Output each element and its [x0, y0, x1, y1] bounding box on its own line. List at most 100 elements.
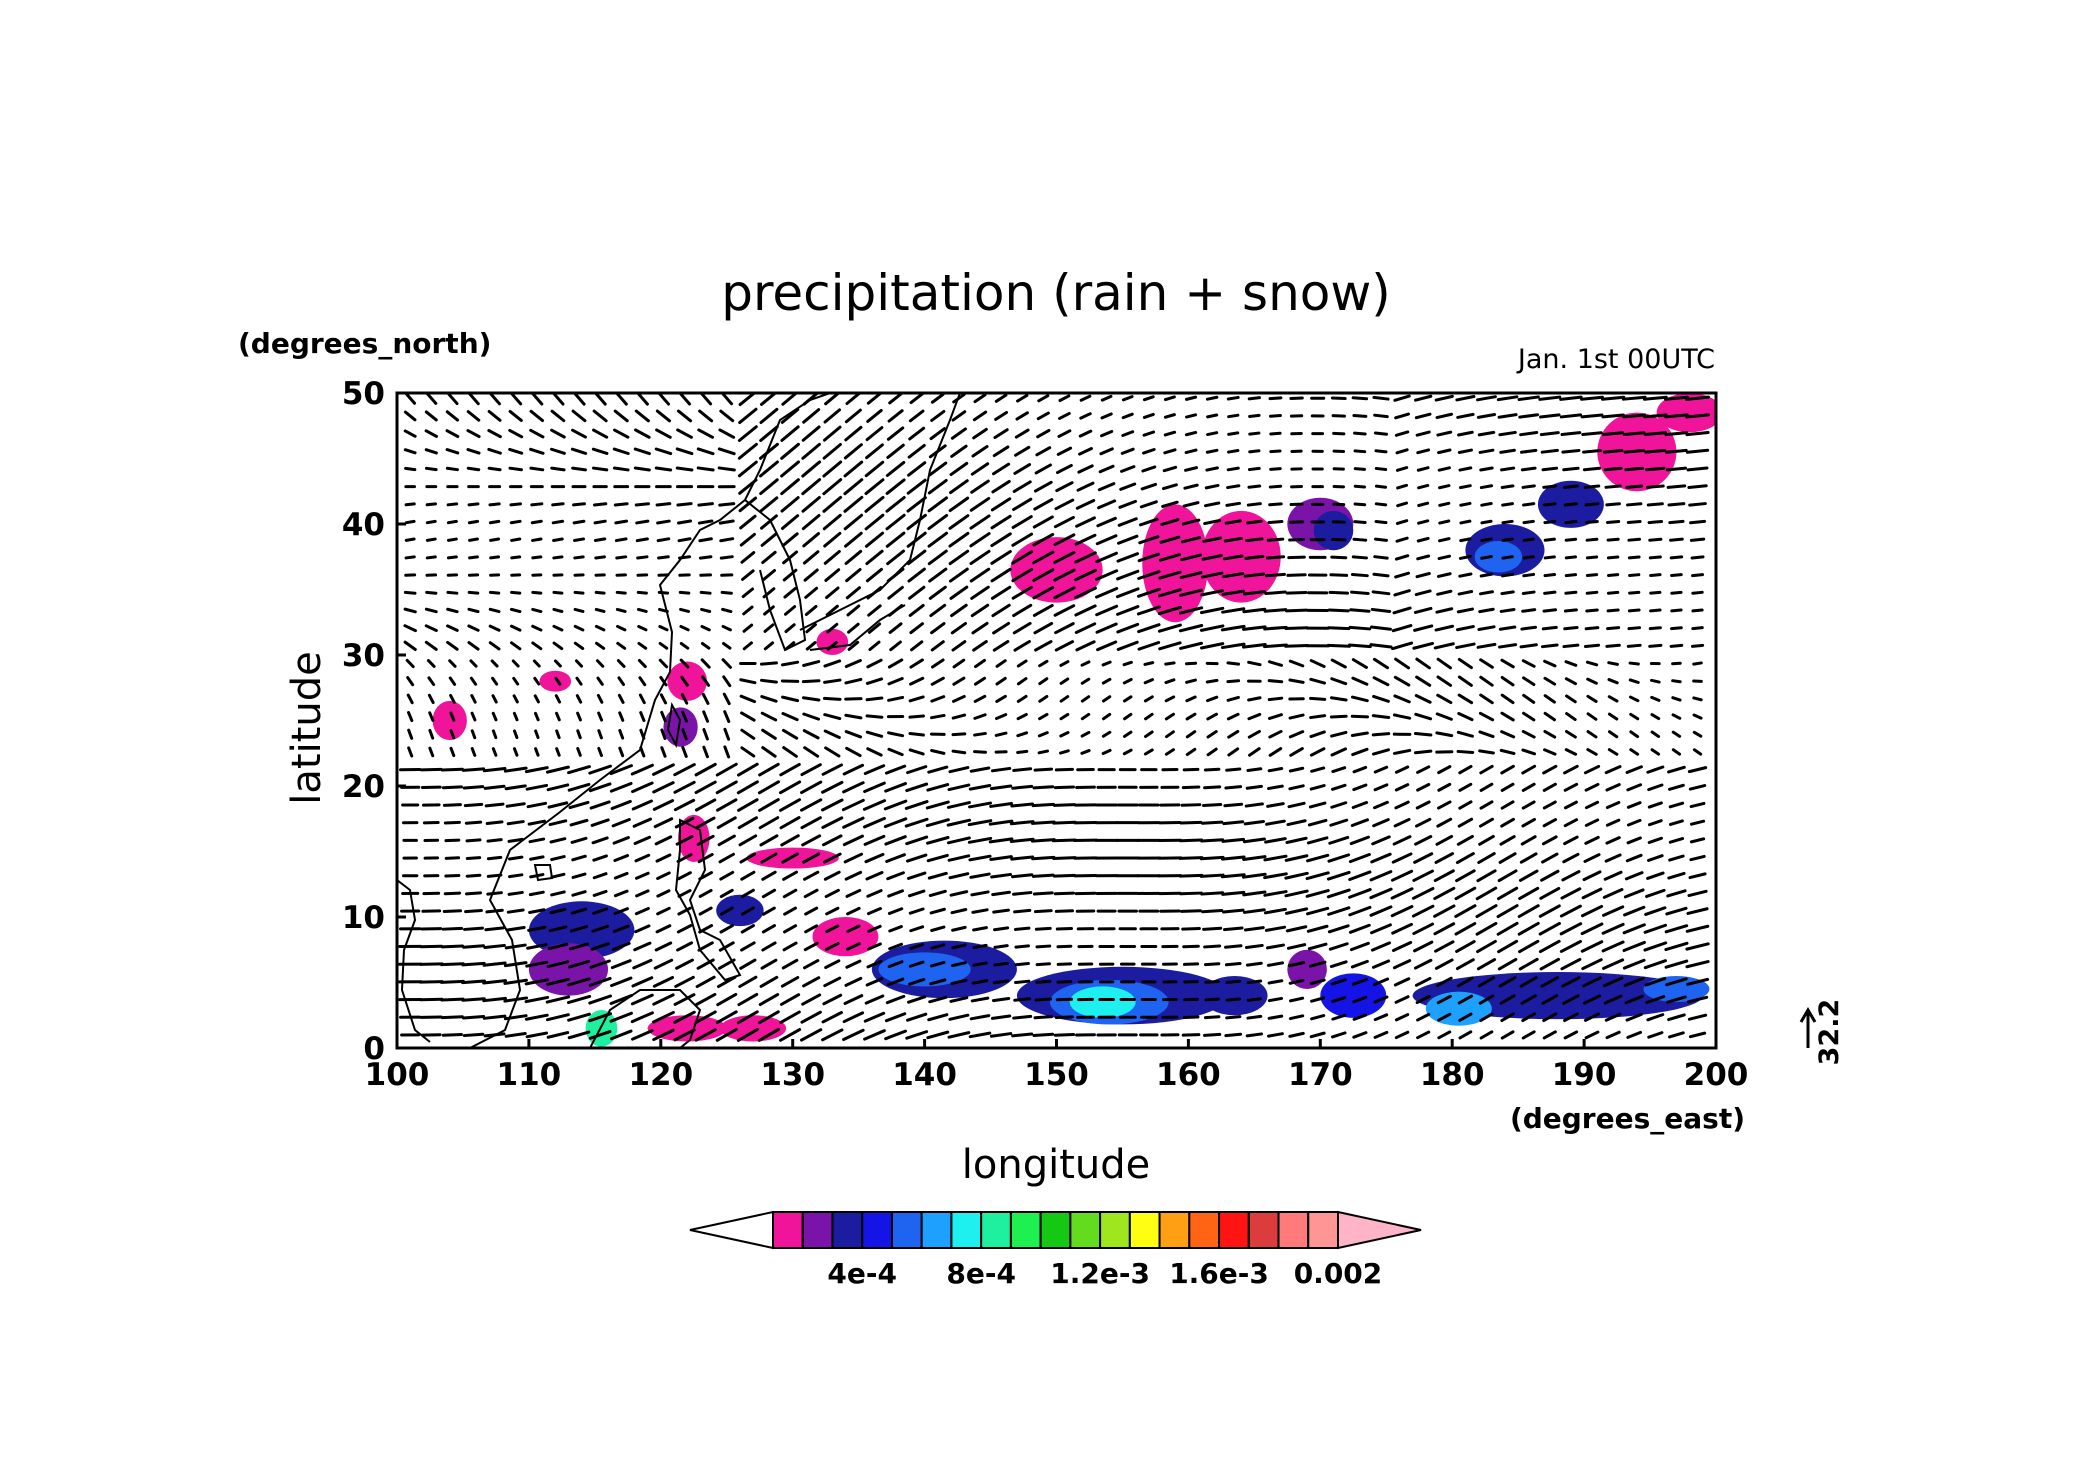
wind-vector [742, 605, 754, 616]
wind-vector [761, 746, 777, 758]
wind-vector [780, 460, 800, 478]
wind-vector [1241, 872, 1267, 879]
wind-vector [1413, 732, 1433, 737]
wind-vector [1285, 925, 1308, 933]
wind-vector [722, 692, 731, 706]
wind-vector [970, 462, 990, 476]
wind-vector [1586, 677, 1598, 685]
wind-vector [1563, 484, 1579, 489]
wind-vector [1395, 519, 1409, 525]
wind-vector [618, 746, 625, 758]
wind-vector [1496, 886, 1519, 901]
wind-vector [567, 782, 591, 792]
wind-vector [740, 906, 755, 916]
wind-vector [677, 906, 692, 916]
wind-vector [1245, 1032, 1264, 1038]
wind-vector [1542, 502, 1557, 507]
wind-vector [1647, 836, 1663, 844]
wind-vector [761, 870, 777, 881]
wind-vector [761, 728, 777, 740]
wind-vector [1603, 994, 1623, 1005]
wind-vector [1101, 748, 1112, 756]
wind-vector [1650, 713, 1661, 721]
wind-vector [884, 782, 907, 793]
wind-vector [1226, 679, 1241, 684]
wind-vector [1458, 1030, 1473, 1040]
wind-vector [929, 907, 946, 915]
wind-vector [524, 978, 549, 986]
wind-vector [1538, 939, 1561, 954]
wind-vector [1371, 732, 1391, 737]
wind-vector [636, 555, 649, 560]
wind-vector [1053, 550, 1076, 564]
wind-vector [484, 802, 505, 808]
wind-vector [1500, 466, 1516, 472]
wind-vector [1074, 604, 1097, 617]
wind-vector [1220, 855, 1246, 861]
wind-vector [1645, 484, 1665, 489]
wind-vector [595, 659, 605, 668]
wind-vector [1664, 941, 1689, 952]
wind-vector [679, 658, 690, 669]
wind-vector [677, 537, 692, 543]
wind-vector [737, 460, 758, 478]
wind-vector [883, 799, 908, 811]
wind-vector [657, 590, 670, 595]
wind-vector [803, 888, 819, 899]
wind-vector [555, 711, 561, 722]
wind-vector [1456, 730, 1474, 738]
wind-vector [590, 818, 610, 827]
wind-vector [1543, 519, 1557, 525]
wind-vector [1080, 730, 1091, 738]
wind-vector [1246, 519, 1263, 525]
wind-vector [820, 798, 844, 812]
wind-vector [1456, 749, 1475, 754]
wind-vector [949, 461, 969, 477]
wind-vector [1016, 694, 1028, 703]
wind-vector [1562, 643, 1580, 649]
wind-vector [969, 514, 991, 530]
wind-vector [1648, 555, 1662, 560]
wind-vector [1580, 395, 1604, 401]
wind-vector [716, 816, 737, 830]
wind-vector [441, 1033, 463, 1037]
wind-vector [995, 676, 1007, 686]
wind-vector [1625, 853, 1643, 863]
wind-vector [1288, 1014, 1305, 1021]
wind-vector [1267, 1014, 1284, 1020]
wind-vector [596, 693, 604, 704]
wind-vector [905, 1030, 929, 1040]
wind-vector [719, 906, 734, 916]
wind-vector [1628, 590, 1641, 595]
wind-vector [952, 393, 966, 404]
wind-vector [1458, 466, 1473, 472]
wind-vector [1518, 869, 1539, 882]
wind-vector [1181, 785, 1201, 790]
wind-vector [529, 855, 545, 861]
wind-vector [1053, 604, 1076, 617]
wind-vector [721, 624, 732, 632]
wind-vector [1478, 711, 1495, 722]
wind-vector [886, 871, 905, 881]
colorbar-swatch [980, 1211, 1012, 1249]
wind-vector [1585, 608, 1599, 613]
wind-vector [1348, 905, 1372, 917]
wind-vector [1496, 395, 1519, 402]
wind-vector [1521, 590, 1536, 596]
wind-vector [863, 781, 886, 794]
wind-vector [1181, 1033, 1201, 1037]
wind-vector [551, 502, 565, 507]
wind-vector [846, 906, 861, 916]
wind-vector [1606, 590, 1620, 595]
wind-vector [1330, 978, 1347, 986]
wind-vector [821, 1028, 844, 1042]
wind-vector [948, 766, 970, 774]
wind-vector [1457, 590, 1474, 596]
wind-vector [1501, 555, 1514, 560]
wind-vector [1539, 886, 1561, 900]
wind-vector [592, 409, 608, 423]
wind-vector [990, 550, 1012, 565]
wind-vector [1016, 731, 1029, 738]
wind-vector [694, 992, 717, 1007]
wind-vector [1309, 659, 1326, 668]
